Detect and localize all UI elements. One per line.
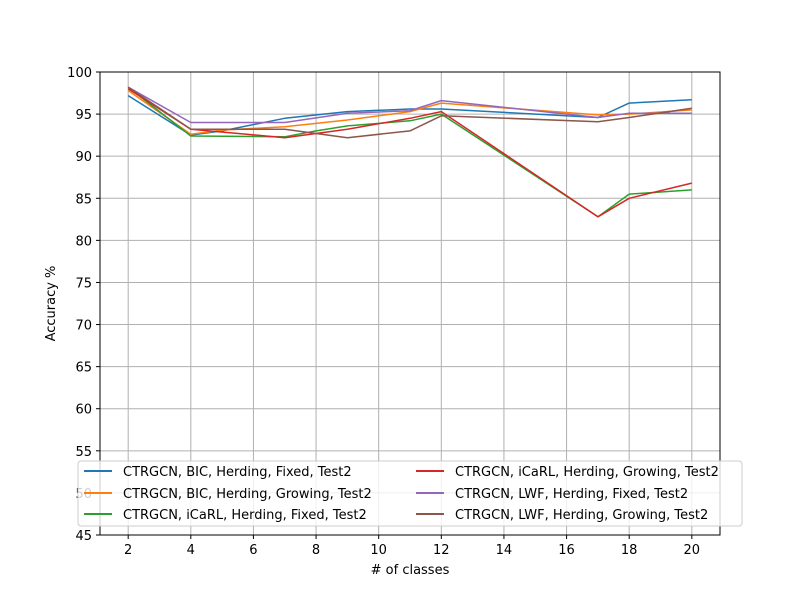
series-line-5	[127, 86, 692, 139]
y-tick-label: 85	[75, 192, 92, 207]
y-tick-label: 60	[75, 403, 92, 418]
plot-area	[100, 72, 720, 535]
x-axis-label: # of classes	[371, 563, 450, 578]
legend-label: CTRGCN, LWF, Herding, Fixed, Test2	[455, 487, 688, 502]
x-tick-label: 20	[684, 543, 701, 558]
x-tick-label: 14	[496, 543, 513, 558]
x-tick-label: 4	[187, 543, 195, 558]
series-line-1	[127, 89, 692, 136]
series-line-3	[127, 88, 692, 218]
series-lines	[127, 86, 692, 218]
x-tick-label: 18	[621, 543, 638, 558]
x-tick-label: 10	[370, 543, 387, 558]
legend-label: CTRGCN, LWF, Herding, Growing, Test2	[455, 508, 708, 523]
y-tick-label: 100	[67, 66, 92, 81]
x-tick-label: 16	[558, 543, 575, 558]
y-tick-label: 70	[75, 319, 92, 334]
y-tick-label: 90	[75, 150, 92, 165]
y-tick-label: 65	[75, 361, 92, 376]
x-tick-label: 2	[124, 543, 132, 558]
x-tick-label: 6	[249, 543, 257, 558]
legend: CTRGCN, BIC, Herding, Fixed, Test2 CTRGCN…	[77, 460, 743, 527]
y-tick-label: 45	[75, 529, 92, 544]
y-tick-label: 55	[75, 445, 92, 460]
x-tick-label: 8	[312, 543, 320, 558]
legend-label: CTRGCN, iCaRL, Herding, Growing, Test2	[455, 465, 719, 480]
legend-label: CTRGCN, BIC, Herding, Growing, Test2	[123, 487, 372, 502]
legend-label: CTRGCN, iCaRL, Herding, Fixed, Test2	[123, 508, 367, 523]
x-tick-label: 12	[433, 543, 450, 558]
plot-frame	[99, 71, 721, 536]
legend-box	[77, 460, 743, 527]
series-line-4	[127, 86, 692, 124]
y-tick-label: 80	[75, 234, 92, 249]
x-axis-ticks: 2 4 6 8 10 12 14 16 18 20	[124, 535, 700, 558]
y-axis-label: Accuracy %	[44, 266, 59, 342]
legend-label: CTRGCN, BIC, Herding, Fixed, Test2	[123, 465, 352, 480]
series-line-0	[127, 94, 692, 136]
y-tick-label: 75	[75, 276, 92, 291]
y-tick-label: 95	[75, 108, 92, 123]
